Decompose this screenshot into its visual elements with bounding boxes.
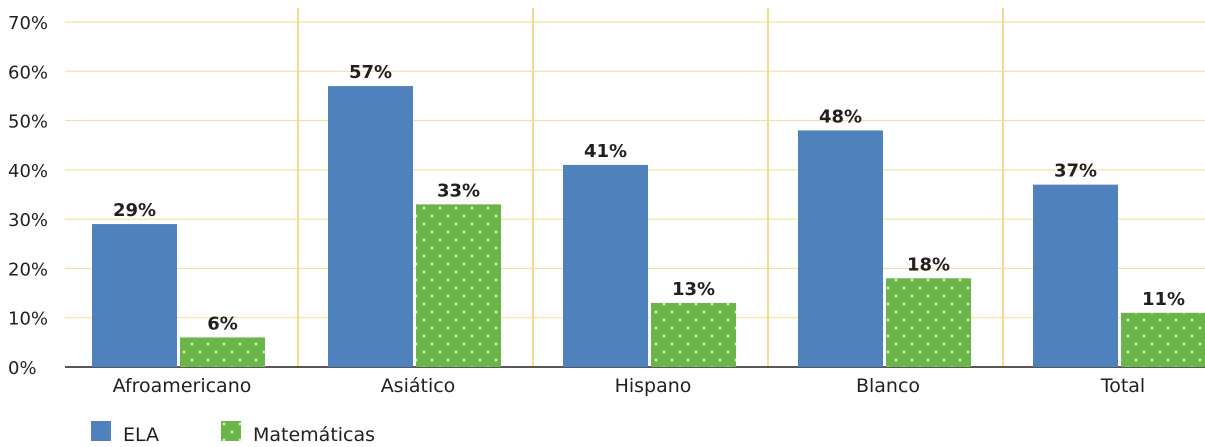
data-label: 13% bbox=[672, 279, 715, 300]
bar-ela bbox=[328, 86, 413, 368]
bar-ela bbox=[563, 164, 648, 367]
x-tick-label: Total bbox=[1100, 375, 1145, 397]
data-label: 18% bbox=[907, 254, 950, 275]
y-tick-label: 30% bbox=[8, 210, 48, 231]
y-tick-label: 60% bbox=[8, 62, 48, 83]
x-tick-label: Blanco bbox=[856, 375, 920, 397]
y-tick-label: 0% bbox=[8, 358, 37, 379]
legend-swatch-ela bbox=[91, 421, 111, 441]
legend-label-matematicas: Matemáticas bbox=[253, 424, 375, 446]
y-tick-label: 10% bbox=[8, 309, 48, 330]
data-label: 57% bbox=[349, 62, 392, 83]
data-label: 33% bbox=[437, 180, 480, 201]
x-tick-label: Hispano bbox=[615, 375, 692, 397]
data-labels: 29% 6% 57% 33% 41% 13% 48% 18% 37% 11% bbox=[113, 62, 1185, 334]
y-tick-label: 50% bbox=[8, 112, 48, 133]
y-tick-label: 70% bbox=[8, 13, 48, 34]
y-axis: 0% 10% 20% 30% 40% 50% 60% 70% Afroamericano Asiá… bbox=[8, 13, 1205, 397]
y-tick-label: 40% bbox=[8, 161, 48, 182]
data-label: 48% bbox=[819, 106, 862, 127]
bar-matematicas bbox=[651, 302, 736, 367]
legend: ELA Matemáticas bbox=[91, 421, 375, 446]
bar-ela bbox=[92, 224, 177, 367]
data-label: 37% bbox=[1054, 161, 1097, 182]
gridlines bbox=[65, 8, 1205, 367]
data-label: 29% bbox=[113, 200, 156, 221]
bar-matematicas bbox=[886, 278, 971, 367]
bar-matematicas bbox=[180, 337, 265, 367]
data-label: 41% bbox=[584, 141, 627, 162]
legend-label-ela: ELA bbox=[123, 424, 159, 446]
data-label: 11% bbox=[1142, 289, 1185, 310]
legend-swatch-matematicas bbox=[221, 421, 241, 441]
data-label: 6% bbox=[207, 313, 238, 334]
bar-matematicas bbox=[416, 204, 501, 367]
bar-ela bbox=[798, 130, 883, 367]
bar-ela bbox=[1033, 184, 1118, 367]
y-tick-label: 20% bbox=[8, 259, 48, 280]
x-tick-label: Asiático bbox=[381, 375, 456, 397]
x-tick-label: Afroamericano bbox=[113, 375, 252, 397]
bar-matematicas bbox=[1121, 312, 1205, 367]
bars bbox=[92, 86, 1205, 368]
